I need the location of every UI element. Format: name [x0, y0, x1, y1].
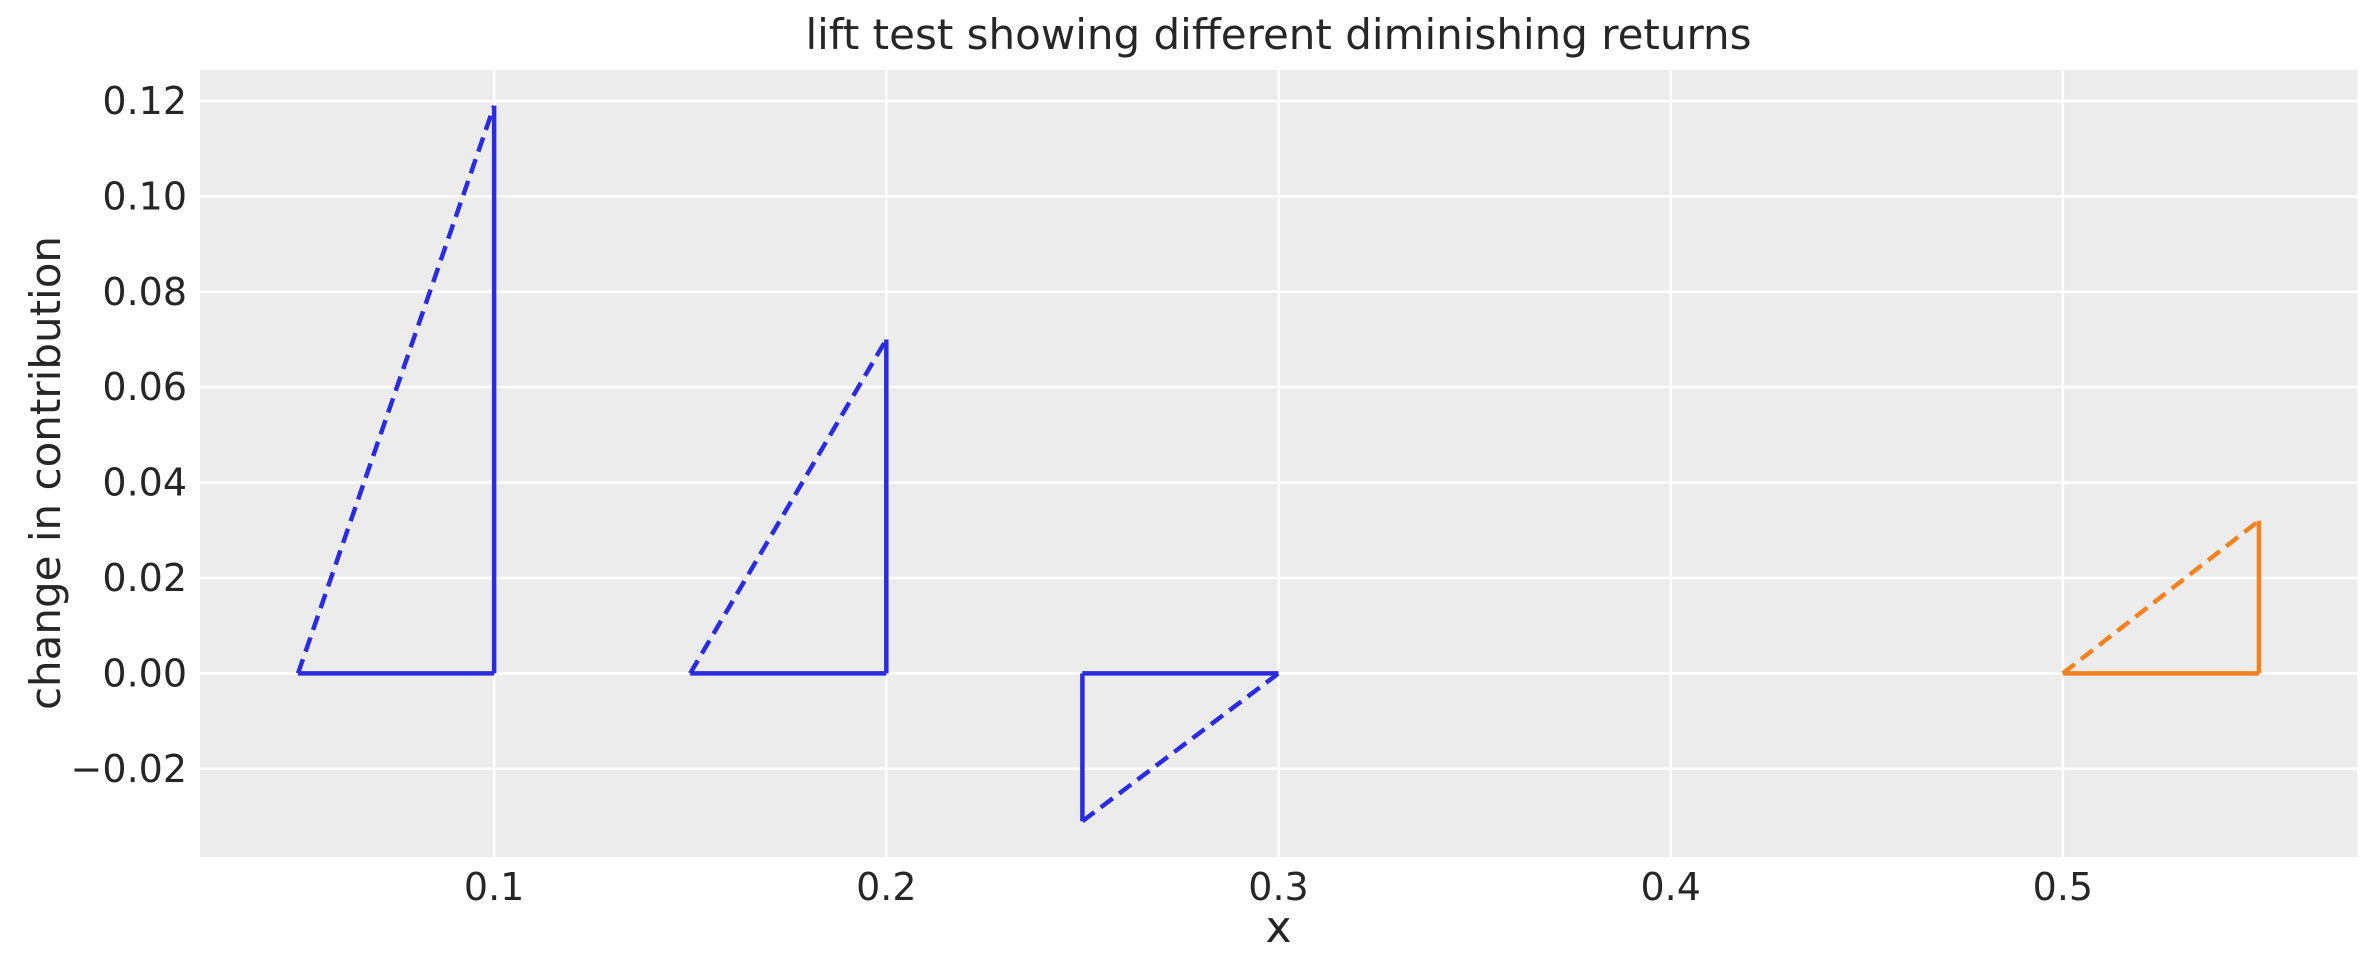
y-tick-label-0.12: 0.12: [102, 79, 187, 123]
y-axis-label: change in contribution: [21, 235, 70, 711]
x-axis-label: x: [1265, 902, 1292, 953]
x-tick-label-0.2: 0.2: [856, 865, 916, 909]
lift-test-4-hypotenuse: [2061, 518, 2261, 676]
y-tick-label-0.10: 0.10: [102, 174, 187, 218]
y-tick-label-0.04: 0.04: [102, 461, 187, 505]
y-tick-label-0.06: 0.06: [102, 365, 187, 409]
y-tick-label-0.00: 0.00: [102, 651, 187, 695]
y-tick-label-−0.02: −0.02: [71, 747, 187, 791]
lift-test-1-hypotenuse: [295, 105, 497, 675]
lift-test-3-hypotenuse: [1081, 671, 1280, 824]
x-tick-label-0.5: 0.5: [2033, 865, 2093, 909]
lift-test-2-hypotenuse: [688, 338, 889, 675]
x-tick-label-0.1: 0.1: [464, 865, 524, 909]
y-tick-label-0.08: 0.08: [102, 270, 187, 314]
chart-title: lift test showing different diminishing …: [805, 10, 1752, 59]
x-tick-label-0.3: 0.3: [1248, 865, 1308, 909]
x-tick-label-0.4: 0.4: [1640, 865, 1700, 909]
y-tick-label-0.02: 0.02: [102, 556, 187, 600]
